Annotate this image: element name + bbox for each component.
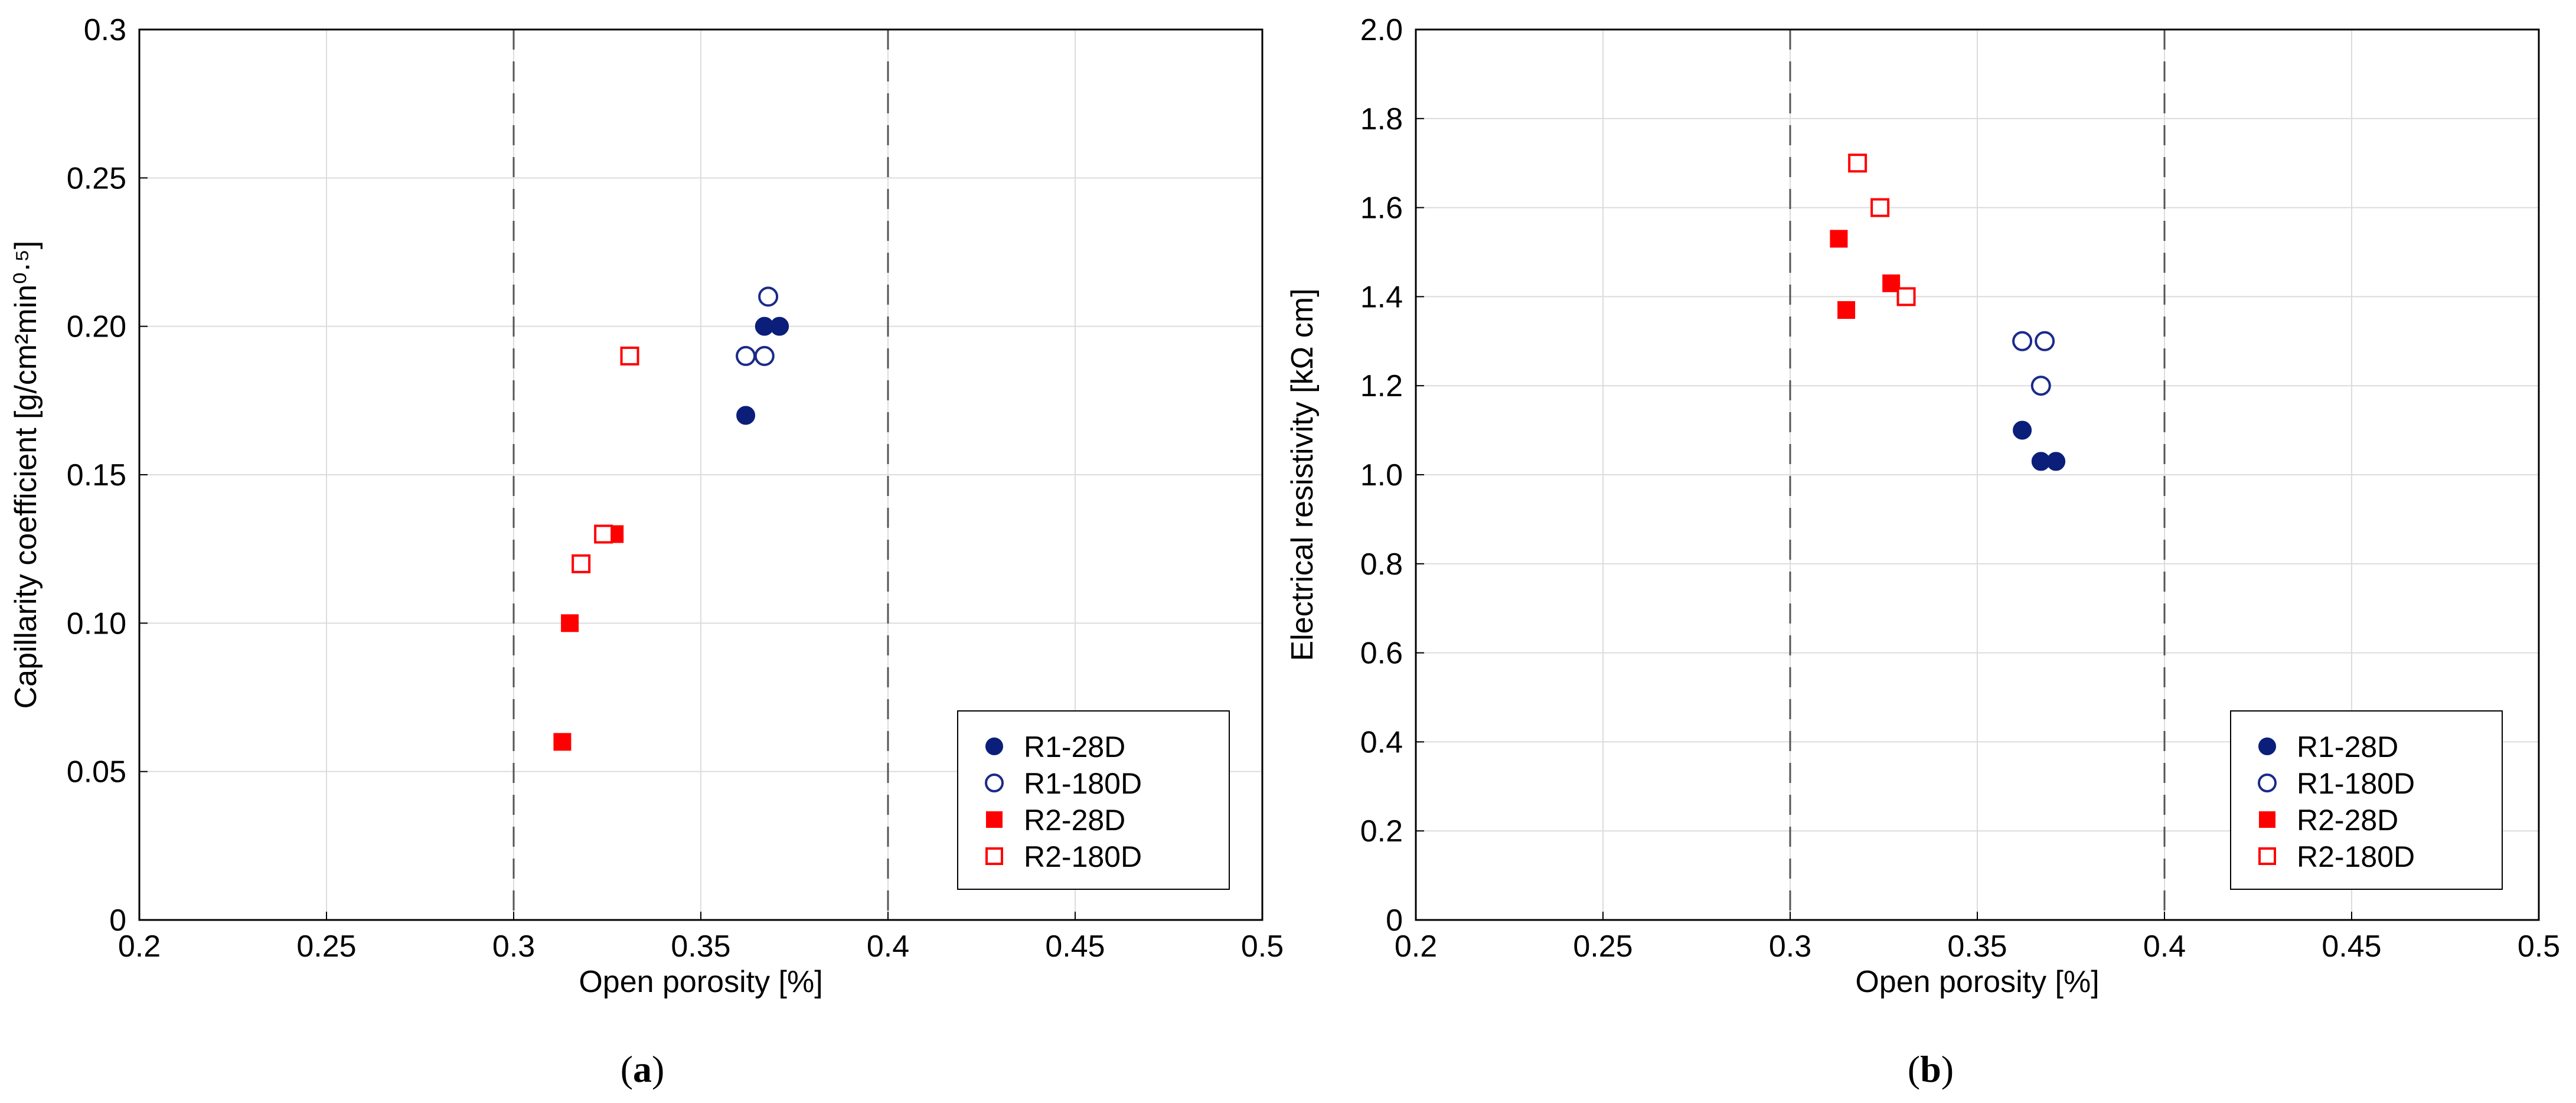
panel-caption: (a)	[621, 1048, 665, 1090]
data-point-r1-28d	[736, 406, 756, 425]
data-point-r1-180d	[754, 345, 775, 366]
data-point-r2-28d	[553, 733, 572, 751]
data-point-r1-180d	[758, 286, 779, 307]
legend-label: R2-180D	[2297, 840, 2415, 873]
y-tick-label: 0.10	[67, 606, 126, 641]
y-tick-label: 0	[109, 903, 126, 938]
legend-marker-r1-28d	[985, 737, 1003, 755]
y-tick-label: 0.3	[84, 13, 126, 47]
y-tick-label: 0.05	[67, 755, 126, 789]
y-tick-label: 0.2	[1360, 814, 1403, 849]
x-tick-label: 0.2	[118, 929, 161, 964]
legend	[2230, 710, 2503, 890]
axes-frame	[138, 28, 1263, 921]
data-point-r1-180d	[2030, 376, 2051, 396]
legend-label: R2-28D	[2297, 804, 2398, 837]
y-tick-label: 1.6	[1360, 191, 1403, 226]
x-tick-label: 0.25	[296, 929, 356, 964]
legend	[957, 710, 1230, 890]
x-tick-label: 0.5	[1241, 929, 1284, 964]
legend-marker-r1-180d	[985, 774, 1004, 792]
legend-label: R1-28D	[2297, 730, 2398, 763]
legend-label: R1-180D	[1024, 767, 1142, 800]
y-tick-label: 1.8	[1360, 102, 1403, 136]
legend-label: R2-180D	[1024, 840, 1142, 873]
legend-marker-r1-28d	[2258, 737, 2276, 755]
data-point-r2-180d	[1848, 154, 1867, 173]
legend-marker-r2-28d	[986, 811, 1003, 828]
data-point-r2-28d	[561, 614, 579, 632]
x-axis-label: Open porosity [%]	[579, 965, 822, 999]
x-tick-label: 0.45	[1045, 929, 1105, 964]
x-tick-label: 0.3	[1769, 929, 1811, 964]
legend-label: R2-28D	[1024, 804, 1125, 837]
panel-a: 0.2 0.25 0.3 0.35 0.4 0.45 0.5 0 0.05 0.10 0.15 0.2…	[9, 13, 1284, 1090]
data-point-r1-180d	[2012, 331, 2033, 351]
y-axis-label: Capillarity coefficient [g/cm²min⁰·⁵]	[9, 241, 43, 709]
x-axis-label: Open porosity [%]	[1855, 965, 2099, 999]
data-point-r2-180d	[620, 346, 639, 366]
y-tick-label: 0.6	[1360, 637, 1403, 671]
legend-marker-r1-180d	[2258, 774, 2277, 792]
data-point-r1-180d	[2035, 331, 2055, 351]
y-tick-label: 0.4	[1360, 725, 1403, 759]
legend-marker-r2-180d	[985, 847, 1003, 865]
y-tick-label: 2.0	[1360, 13, 1403, 47]
x-tick-label: 0.4	[2143, 929, 2186, 964]
axes-frame	[1415, 28, 2540, 921]
legend-label: R1-180D	[2297, 767, 2415, 800]
panel-b: 0.2 0.25 0.3 0.35 0.4 0.45 0.500.20.40.60.81.0…	[1285, 13, 2560, 1090]
data-point-r2-28d	[1882, 274, 1901, 292]
y-tick-label: 1.2	[1360, 369, 1403, 403]
y-axis-label: Electrical resistivity [kΩ cm]	[1285, 288, 1320, 661]
legend-marker-r2-180d	[2258, 847, 2276, 865]
x-tick-label: 0.35	[671, 929, 730, 964]
x-tick-label: 0.45	[2322, 929, 2381, 964]
y-tick-label: 0	[1386, 903, 1403, 938]
x-tick-label: 0.5	[2518, 929, 2560, 964]
data-point-r2-180d	[1896, 287, 1916, 306]
y-tick-label: 0.25	[67, 161, 126, 195]
x-tick-label: 0.2	[1395, 929, 1437, 964]
data-point-r2-180d	[572, 554, 591, 573]
y-tick-label: 0.20	[67, 310, 126, 344]
data-point-r2-180d	[594, 524, 613, 544]
data-point-r1-28d	[2046, 452, 2066, 471]
data-point-r1-28d	[2013, 420, 2032, 440]
y-tick-label: 1.4	[1360, 280, 1403, 314]
y-tick-label: 1.0	[1360, 458, 1403, 492]
data-point-r2-180d	[1870, 198, 1890, 217]
panel-label: b	[1920, 1048, 1941, 1090]
legend-label: R1-28D	[1024, 730, 1125, 763]
x-tick-label: 0.25	[1573, 929, 1633, 964]
data-point-r2-28d	[1830, 230, 1848, 248]
panel-label: a	[633, 1048, 652, 1090]
data-point-r1-180d	[736, 345, 756, 366]
y-tick-label: 0.15	[67, 458, 126, 492]
panel-caption: (b)	[1908, 1048, 1954, 1090]
x-tick-label: 0.35	[1947, 929, 2007, 964]
data-point-r2-28d	[1837, 301, 1856, 319]
x-tick-label: 0.3	[492, 929, 535, 964]
x-tick-label: 0.4	[867, 929, 909, 964]
legend-marker-r2-28d	[2259, 811, 2275, 828]
data-point-r1-28d	[770, 316, 789, 336]
y-tick-label: 0.8	[1360, 547, 1403, 582]
